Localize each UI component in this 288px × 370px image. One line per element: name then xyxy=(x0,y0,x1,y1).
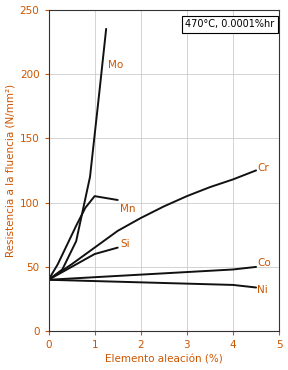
Text: 470°C, 0.0001%hr: 470°C, 0.0001%hr xyxy=(185,19,274,29)
Text: Mo: Mo xyxy=(109,60,124,70)
Text: Si: Si xyxy=(120,239,130,249)
Text: Mn: Mn xyxy=(120,204,135,214)
Text: Co: Co xyxy=(257,258,271,268)
Y-axis label: Resistencia a la fluencia (N/mm²): Resistencia a la fluencia (N/mm²) xyxy=(5,84,16,257)
Text: Cr: Cr xyxy=(257,163,269,173)
X-axis label: Elemento aleación (%): Elemento aleación (%) xyxy=(105,354,223,364)
Text: Ni: Ni xyxy=(257,285,268,295)
